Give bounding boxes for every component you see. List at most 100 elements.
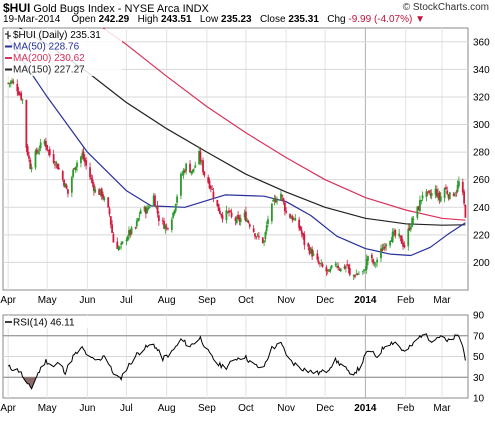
candle <box>265 221 268 235</box>
candle-body <box>312 253 315 256</box>
candle-body <box>243 212 246 218</box>
price-y-tick-label: 220 <box>473 230 490 241</box>
candle-body <box>326 269 329 271</box>
candle-body <box>67 189 69 194</box>
rsi-y-tick-label: 50 <box>473 352 485 363</box>
candle <box>89 162 91 181</box>
candle <box>64 182 67 188</box>
candle <box>438 190 441 204</box>
rsi-x-tick-label: Jun <box>79 403 95 414</box>
high-value: 243.51 <box>160 14 192 25</box>
rsi-y-tick-label: 70 <box>473 331 485 342</box>
candle <box>390 236 393 242</box>
candle-body <box>309 248 312 254</box>
candle <box>199 147 202 165</box>
candle-body <box>90 177 93 180</box>
candle-body <box>137 218 139 222</box>
candle <box>176 194 178 206</box>
candle-body <box>212 191 215 198</box>
candle <box>221 211 224 223</box>
candle <box>325 265 328 276</box>
price-y-tick-label: 300 <box>473 120 490 131</box>
candle-body <box>234 217 237 221</box>
rsi-x-tick-label: Apr <box>0 403 16 414</box>
candle <box>134 226 137 230</box>
candle <box>419 195 421 212</box>
candle <box>356 272 359 276</box>
candle <box>428 189 430 195</box>
candle-body <box>452 193 455 197</box>
candle-body <box>107 197 110 208</box>
candle-body <box>83 158 86 163</box>
candle <box>398 228 401 239</box>
candle <box>291 214 294 223</box>
candle <box>264 230 267 243</box>
chart-title: $HUI Gold Bugs Index - NYSE Arca INDX <box>3 1 209 15</box>
candle-body <box>247 220 250 223</box>
candle-body <box>385 244 388 247</box>
rsi-x-tick-label: Sep <box>198 403 216 414</box>
candle-body <box>209 186 212 189</box>
candle-body <box>191 169 194 172</box>
candle-body <box>463 191 466 204</box>
candle-body <box>434 188 437 195</box>
candle <box>16 79 19 97</box>
candle-body <box>11 80 13 84</box>
candle-body <box>348 268 351 275</box>
candle <box>282 197 285 205</box>
candle-body <box>228 210 230 213</box>
candle <box>385 243 388 251</box>
candle <box>364 266 367 271</box>
candle-body <box>443 188 446 199</box>
candle <box>102 191 104 201</box>
price-y-tick-label: 240 <box>473 203 490 214</box>
candle-body <box>282 198 285 202</box>
price-y-tick-label: 280 <box>473 148 490 159</box>
candle <box>448 191 451 200</box>
candle <box>294 214 297 221</box>
candle <box>345 264 347 273</box>
candle <box>302 232 304 240</box>
candle <box>316 249 319 262</box>
candle <box>9 80 12 88</box>
candle-body <box>116 241 119 249</box>
candle <box>135 218 138 230</box>
rsi-x-tick-label: 2014 <box>354 403 377 414</box>
candle-body <box>61 171 64 180</box>
candle-body <box>80 156 82 164</box>
candle-body <box>111 224 114 233</box>
candle <box>429 189 432 199</box>
candle <box>228 207 230 217</box>
candle-body <box>308 247 311 254</box>
candle <box>129 229 132 238</box>
candle <box>29 157 32 170</box>
candle-body <box>9 81 12 84</box>
candle <box>267 215 269 228</box>
candle <box>334 261 337 268</box>
candle <box>170 217 173 233</box>
candle <box>109 215 112 229</box>
candle <box>456 180 459 194</box>
candle <box>254 232 256 240</box>
candle <box>163 218 165 230</box>
price-y-tick-label: 260 <box>473 175 490 186</box>
candle-body <box>237 214 239 219</box>
candle-body <box>174 204 177 211</box>
candle <box>108 206 111 217</box>
candle-body <box>81 153 84 157</box>
close-label: Close <box>259 14 286 25</box>
candle <box>143 205 146 213</box>
candle-body <box>185 163 188 172</box>
candle-body <box>272 200 275 202</box>
candle-body <box>264 232 267 240</box>
candle <box>190 171 193 176</box>
price-legend-bg <box>4 29 122 76</box>
candle <box>357 271 360 275</box>
candle <box>454 191 456 198</box>
candle-body <box>230 212 233 217</box>
candle-body <box>238 217 241 222</box>
candle-body <box>202 160 204 173</box>
candle <box>225 205 228 224</box>
candle-body <box>289 213 291 218</box>
